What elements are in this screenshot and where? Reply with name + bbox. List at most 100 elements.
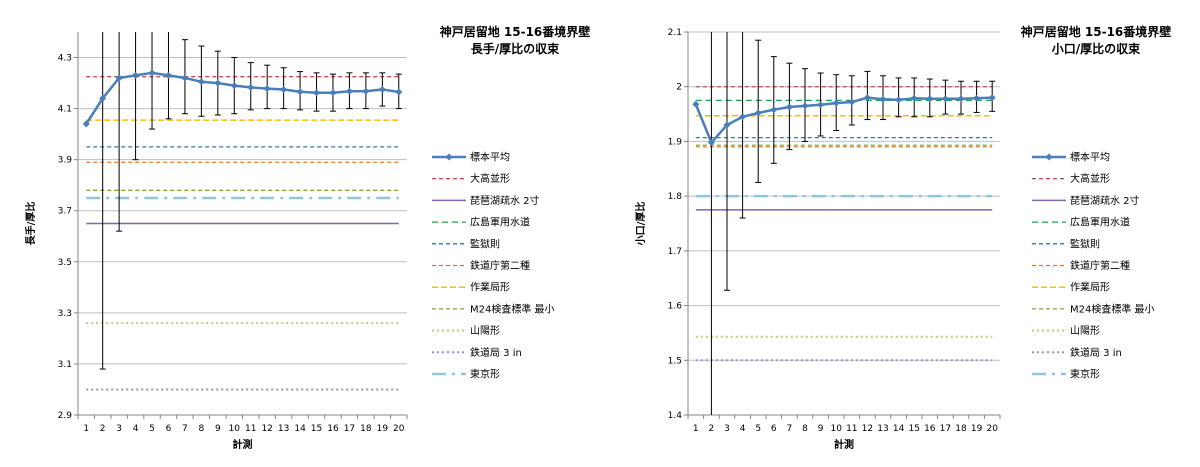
- y-tick-label: 1.5: [668, 356, 682, 366]
- data-point: [988, 94, 996, 102]
- data-point: [895, 96, 903, 104]
- y-tick-label: 3.1: [58, 360, 72, 370]
- data-point: [723, 121, 731, 129]
- x-tick-label: 15: [311, 424, 322, 434]
- legend-label: M24検査標準 最小: [1070, 302, 1155, 315]
- legend-label: 鉄道庁第二種: [470, 259, 530, 272]
- plot-area: [82, 32, 403, 391]
- chart-title: 神戸居留地 15-16番境界壁: [1021, 24, 1172, 39]
- data-point: [313, 89, 321, 97]
- x-tick-label: 2: [100, 424, 106, 434]
- x-tick-label: 8: [802, 424, 808, 434]
- y-tick-label: 3.9: [58, 156, 73, 166]
- y-axis-title: 小口/厚比: [634, 202, 647, 247]
- data-point: [770, 106, 778, 114]
- legend-label: 広島軍用水道: [470, 216, 530, 229]
- data-point: [739, 113, 747, 121]
- x-tick-label: 5: [149, 424, 155, 434]
- x-axis-title: 計測: [233, 438, 253, 451]
- data-point: [247, 83, 255, 91]
- legend-label: 東京形: [1070, 368, 1100, 381]
- x-tick-label: 10: [229, 424, 241, 434]
- x-tick-label: 13: [278, 424, 289, 434]
- data-point: [99, 94, 107, 102]
- legend-label: 東京形: [470, 368, 500, 381]
- legend-label: 広島軍用水道: [1070, 216, 1130, 229]
- x-tick-label: 20: [986, 424, 998, 434]
- chart-title: 神戸居留地 15-16番境界壁: [440, 24, 591, 39]
- chart-title: 小口/厚比の収束: [1052, 41, 1141, 56]
- data-point: [395, 88, 403, 96]
- data-point: [941, 95, 949, 103]
- x-axis-title: 計測: [834, 438, 854, 451]
- data-point: [801, 102, 809, 110]
- x-tick-label: 7: [182, 424, 188, 434]
- legend-label: 作業局形: [470, 281, 510, 294]
- y-tick-label: 1.9: [668, 137, 683, 147]
- y-tick-label: 1.8: [668, 192, 683, 202]
- data-point: [863, 94, 871, 102]
- chart-title: 長手/厚比の収束: [471, 41, 560, 56]
- y-tick-label: 1.4: [668, 411, 683, 421]
- x-tick-label: 8: [199, 424, 205, 434]
- data-point: [785, 103, 793, 111]
- x-tick-label: 9: [818, 424, 824, 434]
- data-point: [115, 74, 123, 82]
- data-point: [378, 85, 386, 93]
- legend-swatch-marker: [1045, 153, 1053, 161]
- x-tick-label: 4: [740, 424, 746, 434]
- x-tick-label: 6: [771, 424, 777, 434]
- data-point: [197, 78, 205, 86]
- chart-1: 2.93.13.33.53.73.94.14.31 2 3 4 5 6 7 8 9 10 11 12 1…: [24, 24, 590, 451]
- data-point: [973, 94, 981, 102]
- x-tick-label: 4: [133, 424, 139, 434]
- x-tick-label: 13: [877, 424, 888, 434]
- x-tick-label: 1: [83, 424, 89, 434]
- y-tick-label: 1.7: [668, 247, 682, 257]
- x-tick-label: 15: [908, 424, 919, 434]
- x-tick-label: 1: [693, 424, 699, 434]
- x-tick-label: 19: [971, 424, 983, 434]
- data-point: [230, 82, 238, 90]
- legend-label: 山陽形: [470, 325, 500, 337]
- data-point: [164, 71, 172, 79]
- data-point: [957, 95, 965, 103]
- y-tick-label: 3.5: [58, 258, 72, 268]
- y-tick-label: 2.9: [58, 411, 73, 421]
- legend-label: 山陽形: [1070, 325, 1100, 337]
- data-point: [329, 89, 337, 97]
- data-point: [132, 71, 140, 79]
- data-point: [362, 87, 370, 95]
- data-point: [817, 101, 825, 109]
- legend-label: 琵琶湖疏水 2寸: [470, 194, 540, 207]
- data-point: [345, 87, 353, 95]
- legend-swatch-marker: [445, 153, 453, 161]
- data-point: [148, 69, 156, 77]
- data-point: [848, 98, 856, 106]
- legend-label: 作業局形: [1070, 281, 1110, 294]
- legend-label: 標本平均: [1070, 151, 1110, 164]
- x-tick-label: 2: [709, 424, 715, 434]
- series-line: [694, 96, 993, 145]
- legend-label: 標本平均: [470, 151, 510, 164]
- legend-label: 監獄則: [470, 237, 500, 250]
- x-tick-label: 12: [862, 424, 873, 434]
- data-point: [692, 100, 700, 108]
- data-point: [910, 94, 918, 102]
- x-tick-label: 14: [294, 424, 306, 434]
- legend-label: 琵琶湖疏水 2寸: [1070, 194, 1140, 207]
- data-point: [832, 99, 840, 107]
- x-tick-label: 3: [116, 424, 122, 434]
- legend-label: 大高並形: [470, 172, 510, 185]
- series-line: [85, 71, 399, 125]
- x-tick-label: 9: [215, 424, 221, 434]
- data-point: [280, 85, 288, 93]
- y-tick-label: 4.1: [58, 105, 72, 115]
- legend-label: 監獄則: [1070, 237, 1100, 250]
- legend-label: 鉄道局 3 in: [1070, 346, 1122, 359]
- y-tick-label: 2: [676, 83, 682, 93]
- legend-label: 鉄道庁第二種: [1070, 259, 1130, 272]
